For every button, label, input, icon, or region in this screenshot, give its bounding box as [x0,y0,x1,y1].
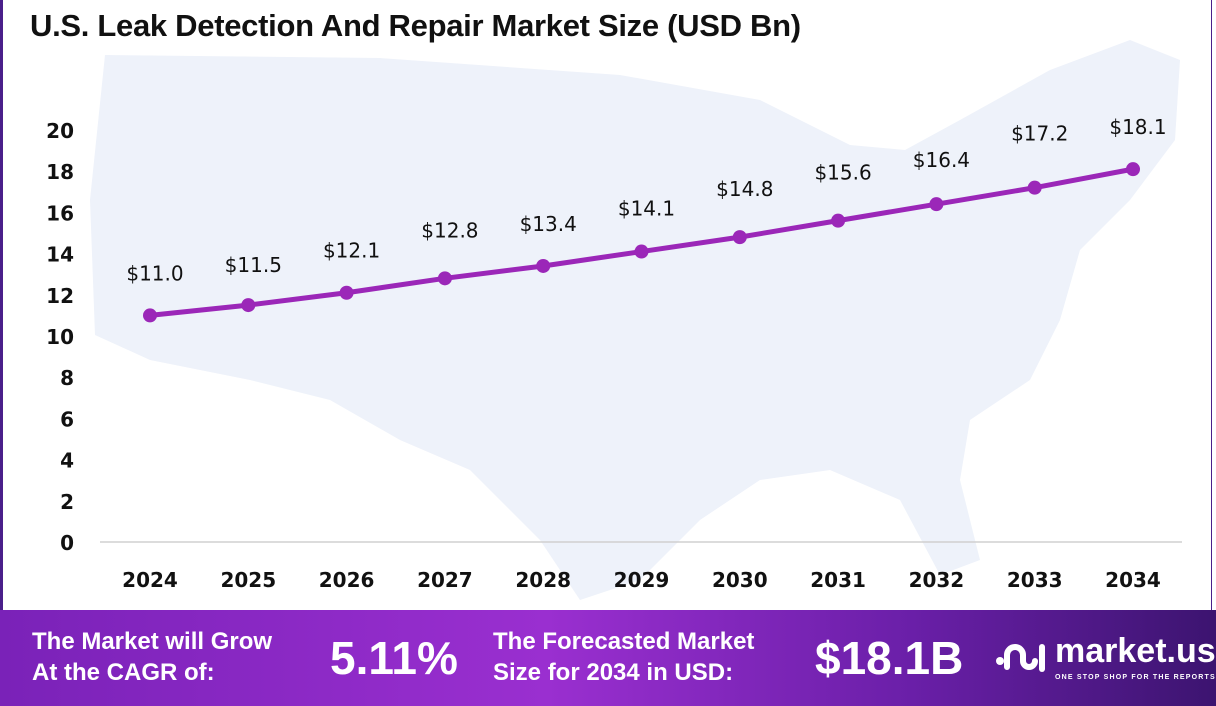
y-tick-label: 12 [46,284,74,308]
cagr-label-line1: The Market will Grow [32,628,273,655]
y-tick-label: 6 [60,407,74,431]
us-map-background [90,40,1180,600]
data-label: $11.0 [126,261,183,285]
data-label: $17.2 [1011,122,1068,146]
data-point [634,244,649,259]
data-point [831,213,846,228]
x-tick-label: 2026 [319,568,375,592]
forecast-label-line2: Size for 2034 in USD: [493,659,734,686]
x-tick-label: 2029 [614,568,670,592]
data-label: $13.4 [520,212,577,236]
y-tick-label: 10 [46,325,74,349]
y-tick-label: 2 [60,490,74,514]
y-tick-label: 18 [46,160,74,184]
data-label: $12.8 [421,218,478,242]
data-point [1027,180,1042,195]
cagr-value: 5.11% [330,632,458,684]
y-tick-label: 16 [46,201,74,225]
x-tick-label: 2034 [1105,568,1161,592]
footer-banner: The Market will Grow At the CAGR of: 5.1… [0,610,1216,706]
x-tick-label: 2027 [417,568,473,592]
y-tick-label: 8 [60,366,74,390]
y-tick-label: 0 [60,531,74,555]
x-tick-label: 2033 [1007,568,1063,592]
data-label: $18.1 [1109,115,1166,139]
chart-title: U.S. Leak Detection And Repair Market Si… [30,8,801,43]
cagr-label-line2: At the CAGR of: [32,659,215,686]
data-point [241,298,256,313]
data-point [929,197,944,212]
data-point [536,258,551,273]
x-tick-label: 2024 [122,568,178,592]
data-point [732,230,747,245]
logo-tagline: ONE STOP SHOP FOR THE REPORTS [1055,674,1216,681]
y-tick-label: 20 [46,119,74,143]
data-point [143,308,157,323]
data-label: $15.6 [814,161,871,185]
x-tick-label: 2028 [515,568,571,592]
x-tick-label: 2030 [712,568,768,592]
data-point [437,271,452,286]
y-tick-label: 14 [46,243,74,267]
forecast-value: $18.1B [815,632,964,684]
x-tick-label: 2025 [220,568,276,592]
x-tick-label: 2032 [909,568,965,592]
market-us-logo: market.us ONE STOP SHOP FOR THE REPORTS [995,630,1216,683]
y-tick-label: 4 [60,449,74,473]
line-chart: 0 2 4 6 8 10 12 14 16 18 20 2024 2025 2026 2027 2028 202… [46,115,1182,592]
series-line [149,166,1134,318]
data-label: $14.1 [618,197,675,221]
data-label: $11.5 [225,253,282,277]
x-tick-label: 2031 [810,568,866,592]
logo-name: market.us [1055,632,1216,670]
data-label: $16.4 [913,148,970,172]
market-us-logo-icon [996,643,1045,672]
data-point [339,285,354,300]
data-point [1126,162,1140,177]
data-label: $12.1 [323,239,380,263]
data-label: $14.8 [716,177,773,201]
forecast-label-line1: The Forecasted Market [493,628,755,655]
